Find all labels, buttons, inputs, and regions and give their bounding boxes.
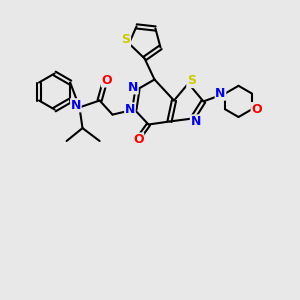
Text: N: N	[128, 81, 138, 94]
Text: O: O	[101, 74, 112, 87]
Text: S: S	[122, 33, 130, 46]
Text: S: S	[187, 74, 196, 88]
Text: N: N	[71, 99, 81, 112]
Text: N: N	[125, 103, 135, 116]
Text: O: O	[133, 133, 144, 146]
Text: N: N	[215, 87, 226, 100]
Text: O: O	[251, 103, 262, 116]
Text: N: N	[190, 115, 201, 128]
